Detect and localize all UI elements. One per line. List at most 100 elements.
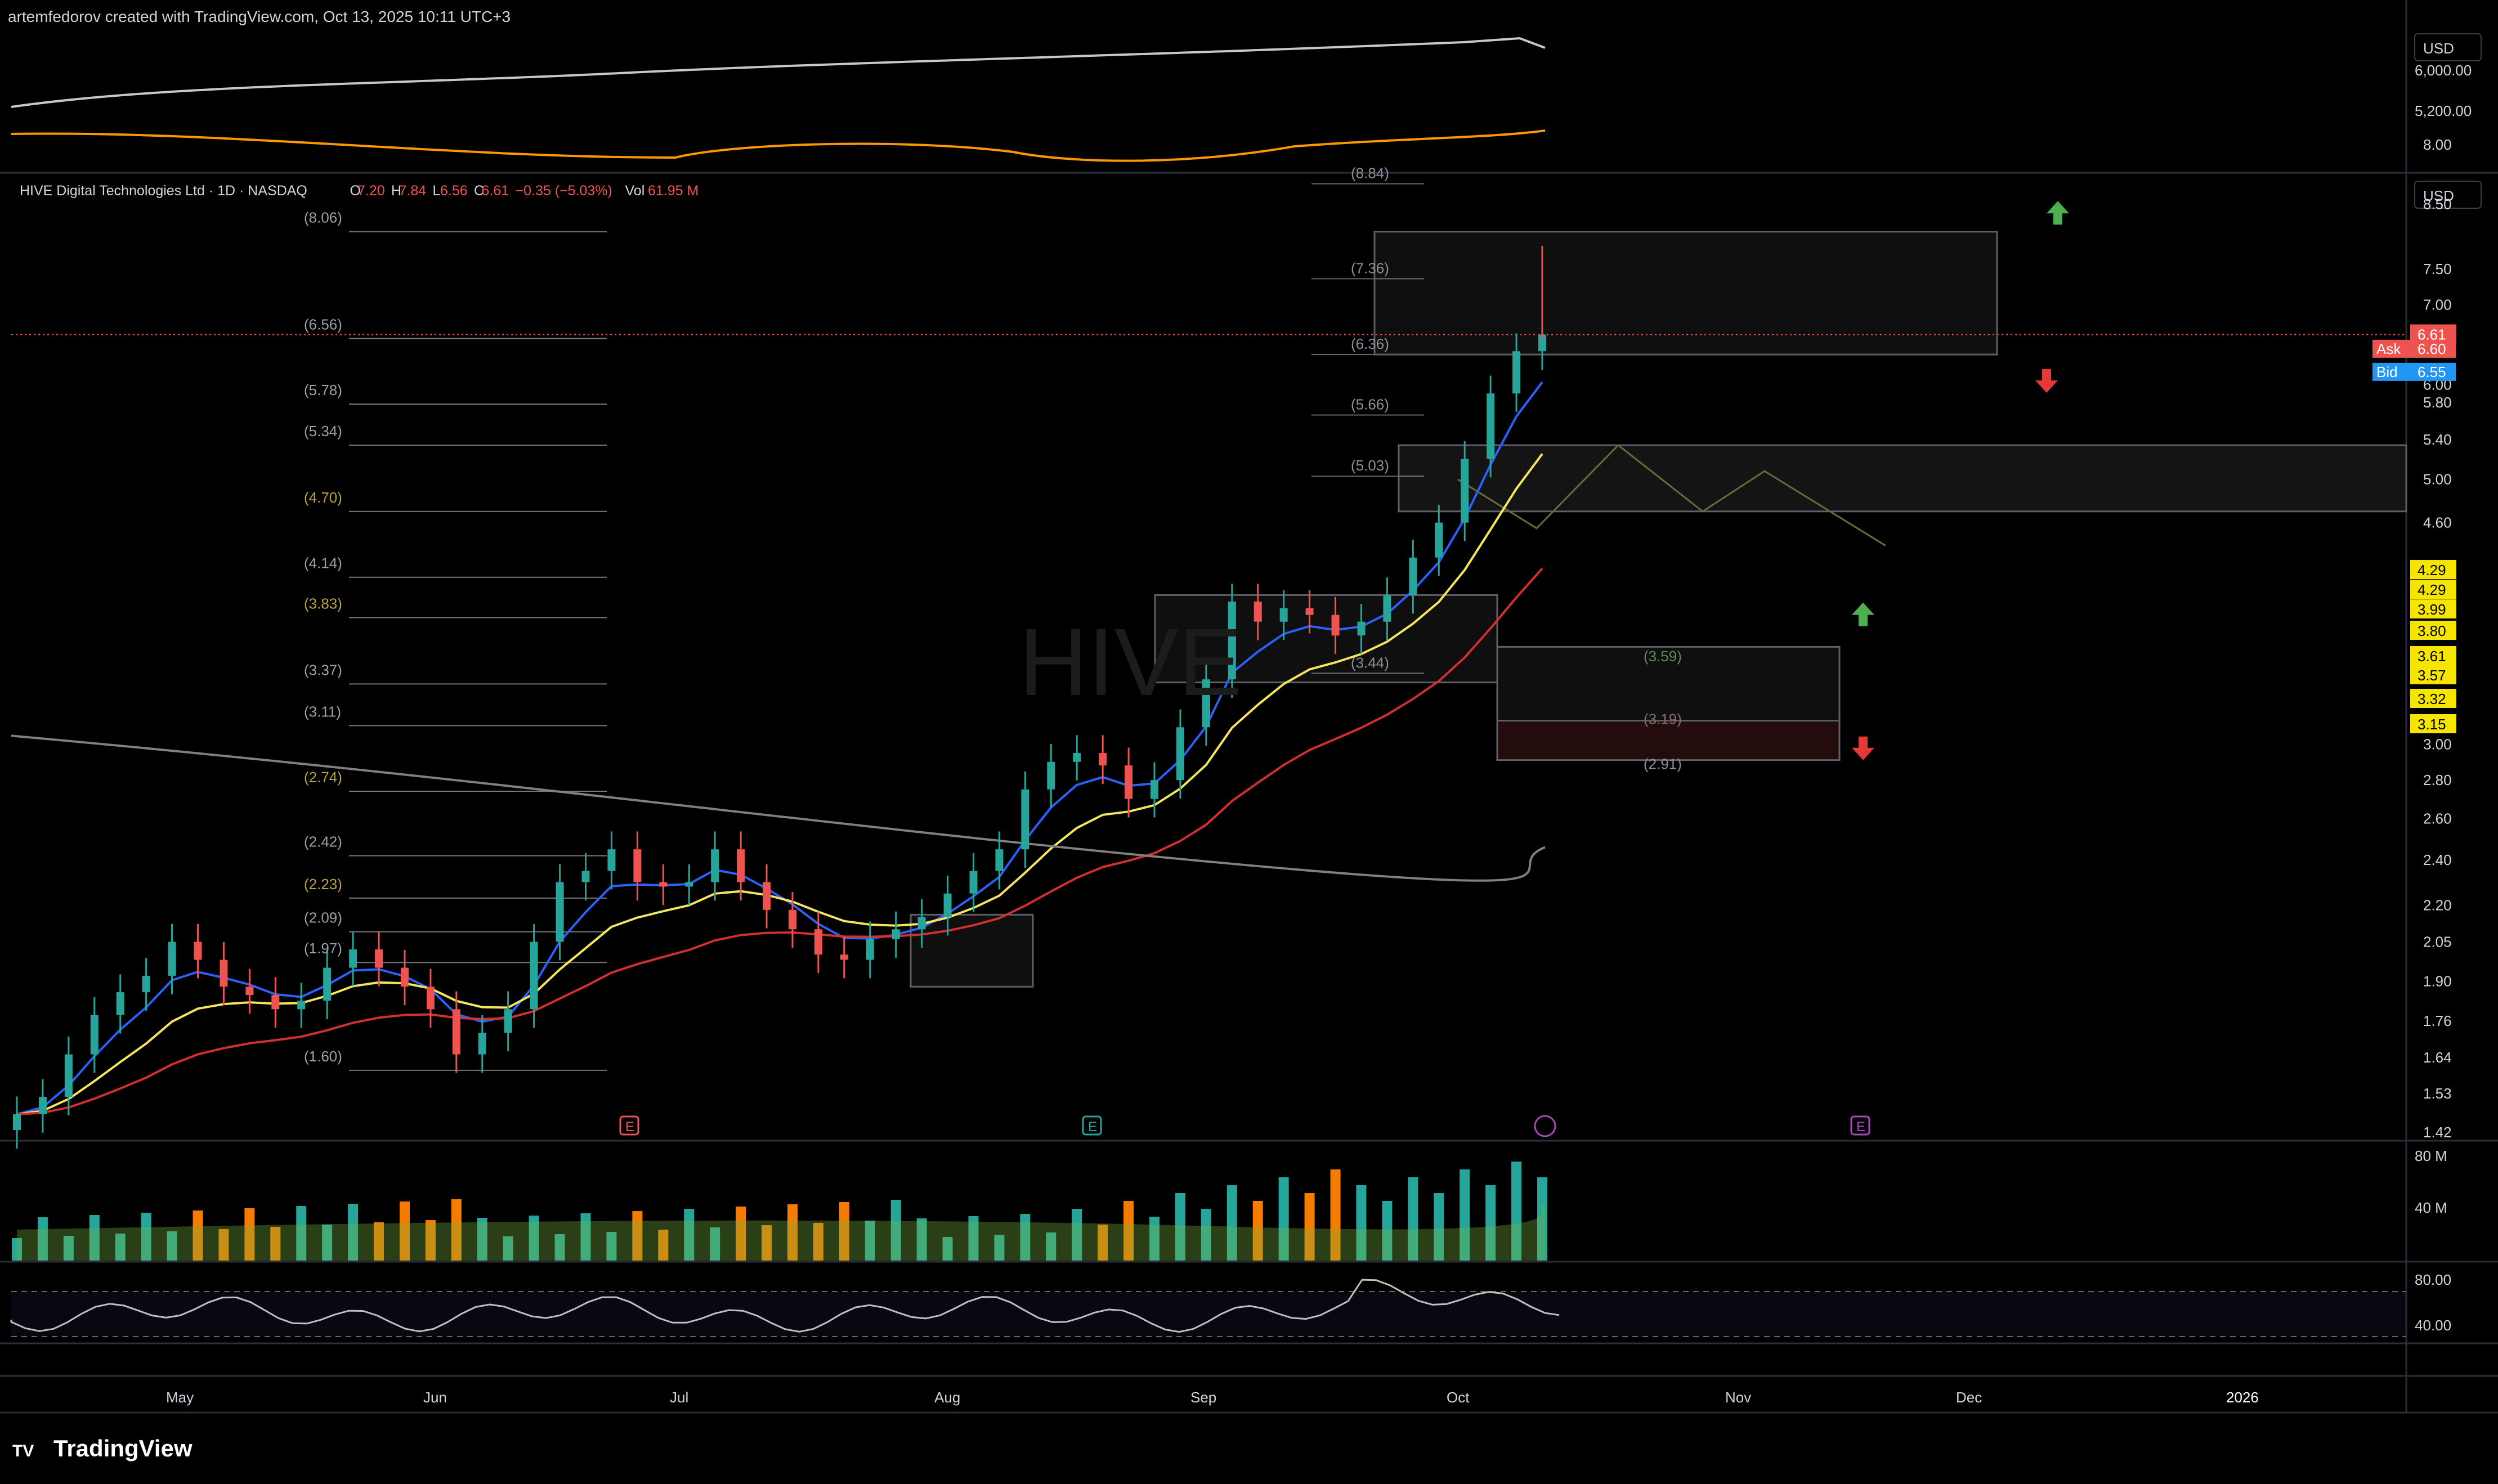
volume-bar (580, 1213, 591, 1261)
zone-red (1496, 720, 1841, 761)
price-tick: 1.64 (2423, 1049, 2452, 1066)
usd-box-top[interactable] (2414, 33, 2482, 61)
volume-bar (322, 1225, 333, 1261)
volume-ma-area (17, 1204, 1545, 1261)
legend-o-label: O (350, 183, 361, 199)
zone-lower (1496, 645, 1841, 722)
volume-bar (1123, 1201, 1134, 1261)
candle-body (38, 1097, 47, 1115)
volume-bar (1072, 1209, 1082, 1261)
price-tick: 2.60 (2423, 810, 2452, 827)
candle-body (1099, 753, 1107, 766)
labels: (8.06) (6.56) (5.78) (5.34) (4.70) (4.14) (3.8… (12, 165, 1870, 1461)
fib-label: (3.44) (1351, 654, 1389, 671)
tradingview-logo-icon: TV (12, 1442, 34, 1460)
fib-label: (3.37) (304, 661, 342, 678)
legend-change: −0.35 (−5.03%) (516, 183, 612, 199)
volume-bar (1330, 1169, 1341, 1261)
candle-body (1125, 765, 1133, 799)
candle-body (1538, 334, 1546, 352)
legend-name: HIVE Digital Technologies Ltd · 1D · NAS… (20, 183, 307, 199)
ema-mid-line (16, 453, 1543, 1115)
zone-upper (1373, 231, 1998, 356)
candle-body (168, 941, 176, 976)
dividend-icon[interactable] (1534, 1115, 1556, 1137)
earnings-icon[interactable] (1082, 1115, 1102, 1136)
volume-bar (12, 1238, 22, 1261)
candle-body (659, 882, 668, 887)
earnings-label: E (625, 1119, 634, 1135)
earnings-icon[interactable] (619, 1115, 639, 1136)
ma-price-label: 3.61 (2418, 648, 2446, 665)
candle-body (1305, 608, 1314, 615)
candle-body (1021, 789, 1029, 850)
fib-label: (5.78) (304, 382, 342, 398)
ma-price-tag (2410, 646, 2456, 665)
price-tick: 2.05 (2423, 934, 2452, 951)
candle-body (788, 909, 796, 930)
usd-box-main[interactable] (2414, 181, 2482, 209)
candle-body (1047, 761, 1055, 790)
candle-body (814, 929, 822, 955)
earnings-icon[interactable] (1850, 1115, 1870, 1136)
price-tick: 3.00 (2423, 736, 2452, 753)
volume-bar (916, 1218, 927, 1261)
volume-bar (1175, 1193, 1185, 1261)
volume-bar (141, 1213, 151, 1261)
volume-bar (658, 1230, 669, 1261)
volume-bar (1460, 1169, 1470, 1261)
candle-body (478, 1033, 486, 1055)
fib-label: (3.11) (304, 703, 341, 720)
candle-body (1435, 522, 1443, 558)
candle-body (556, 882, 564, 942)
fib-label: (6.36) (1351, 335, 1389, 352)
price-tick: 8.50 (2423, 196, 2452, 213)
axes: USD USD 6,000.00 5,200.00 8.00 8.50 7.50 7.00 6.… (166, 33, 2482, 1406)
volume-bar (244, 1208, 255, 1261)
zone-aug (910, 913, 1034, 988)
fib-label: (4.14) (304, 555, 342, 572)
fib-label: (2.09) (304, 909, 342, 926)
volume-pane (12, 1162, 1547, 1261)
volume-bar (451, 1199, 462, 1261)
price-tick: 7.00 (2423, 297, 2452, 313)
volume-bar (348, 1204, 359, 1261)
moving-averages (11, 381, 1546, 1115)
volume-bar (762, 1225, 772, 1261)
legend-vol-label: Vol (625, 183, 645, 199)
volume-bar (167, 1231, 177, 1261)
candle-body (1254, 602, 1262, 622)
candle-body (504, 1009, 512, 1033)
legend-l-label: L (433, 183, 441, 199)
time-tick: Nov (1725, 1389, 1751, 1406)
candle-body (581, 871, 590, 882)
legend-c: 6.61 (482, 183, 509, 199)
price-tick: 2.80 (2423, 772, 2452, 788)
candle-body (1279, 608, 1288, 622)
arrow-down-icon (2035, 369, 2058, 393)
volume-bar (218, 1229, 229, 1261)
volume-bar (1149, 1217, 1160, 1261)
price-tick: 1.42 (2423, 1124, 2452, 1141)
ma-price-label: 3.15 (2418, 716, 2446, 733)
volume-bar (1304, 1193, 1315, 1261)
legend-c-label: C (474, 183, 484, 199)
ma-price-tag (2410, 714, 2456, 733)
volume-bar (787, 1204, 798, 1261)
candle-body (142, 975, 150, 993)
currency-label: USD (2423, 187, 2454, 204)
volume-bar (1356, 1185, 1367, 1261)
candle-body (969, 871, 978, 894)
candle-body (892, 929, 900, 940)
ask-tag-bg (2372, 339, 2456, 358)
candle-body (13, 1114, 21, 1131)
rsi-tick: 40.00 (2415, 1317, 2451, 1334)
candle-body (995, 849, 1004, 871)
time-tick: Sep (1190, 1389, 1216, 1406)
volume-bar (890, 1200, 901, 1261)
fib-label: (4.70) (304, 489, 342, 506)
zones (910, 201, 2407, 988)
fib-label: (5.34) (304, 423, 342, 440)
